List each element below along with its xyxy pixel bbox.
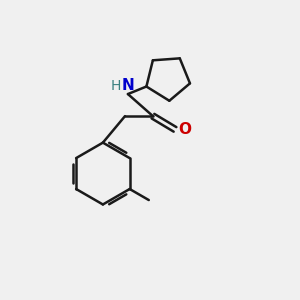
Text: O: O bbox=[178, 122, 192, 137]
Text: H: H bbox=[110, 79, 121, 93]
Text: N: N bbox=[122, 78, 134, 93]
